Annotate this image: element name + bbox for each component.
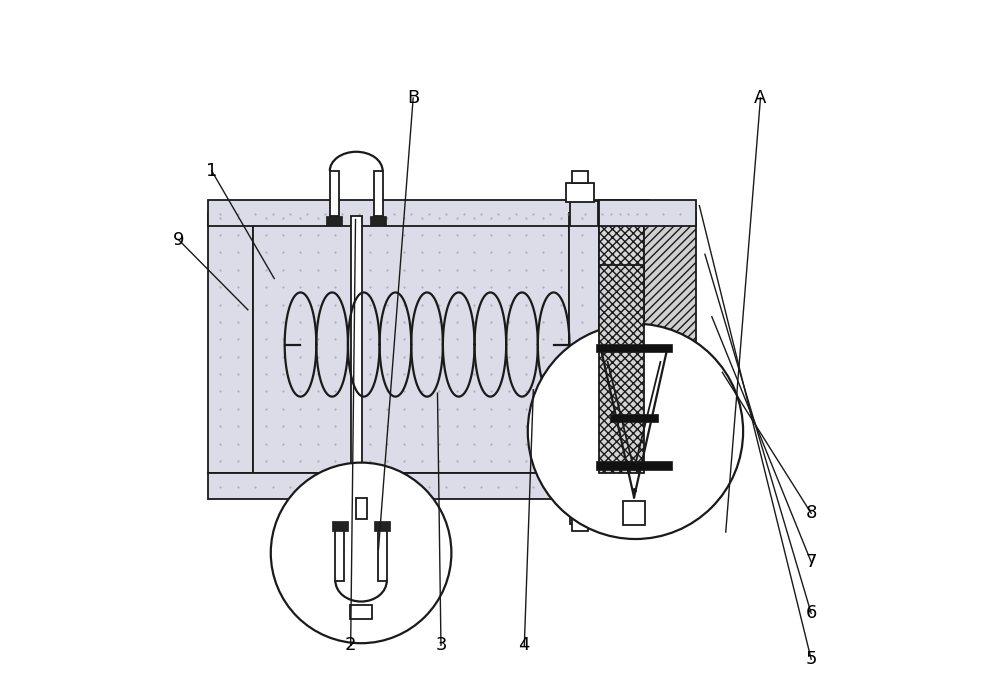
Bar — [356, 498, 367, 519]
Bar — [566, 183, 594, 202]
Circle shape — [271, 463, 451, 643]
Text: 3: 3 — [435, 636, 447, 654]
Bar — [374, 171, 383, 216]
Bar — [374, 521, 390, 530]
Bar — [596, 461, 672, 470]
Text: B: B — [407, 89, 419, 107]
Bar — [599, 264, 644, 473]
Bar — [332, 521, 348, 530]
Bar — [351, 216, 362, 473]
Bar — [610, 414, 658, 422]
Bar — [569, 212, 599, 473]
Text: 5: 5 — [805, 650, 817, 668]
Bar — [370, 216, 386, 225]
Bar — [253, 212, 569, 473]
Bar — [572, 171, 588, 183]
Bar — [596, 344, 672, 352]
Bar — [599, 200, 696, 226]
Bar — [570, 500, 598, 524]
Text: 9: 9 — [173, 231, 185, 249]
Text: 6: 6 — [805, 604, 817, 622]
Bar — [208, 212, 253, 473]
Bar — [570, 201, 598, 226]
Bar — [208, 200, 649, 226]
Bar — [644, 212, 696, 473]
Bar — [208, 473, 649, 500]
Text: 2: 2 — [345, 636, 356, 654]
Text: 4: 4 — [519, 636, 530, 654]
Bar — [326, 216, 342, 225]
Bar — [335, 528, 344, 580]
Bar — [350, 605, 372, 619]
Bar — [572, 519, 588, 531]
Text: 8: 8 — [805, 505, 817, 522]
Bar — [378, 528, 387, 580]
Bar — [599, 473, 696, 500]
Bar — [623, 501, 645, 525]
Bar — [330, 171, 339, 216]
Bar — [599, 212, 644, 473]
Bar — [566, 494, 594, 513]
Text: 1: 1 — [206, 162, 217, 180]
Text: 7: 7 — [805, 553, 817, 571]
Text: A: A — [754, 89, 767, 107]
Circle shape — [528, 324, 743, 539]
